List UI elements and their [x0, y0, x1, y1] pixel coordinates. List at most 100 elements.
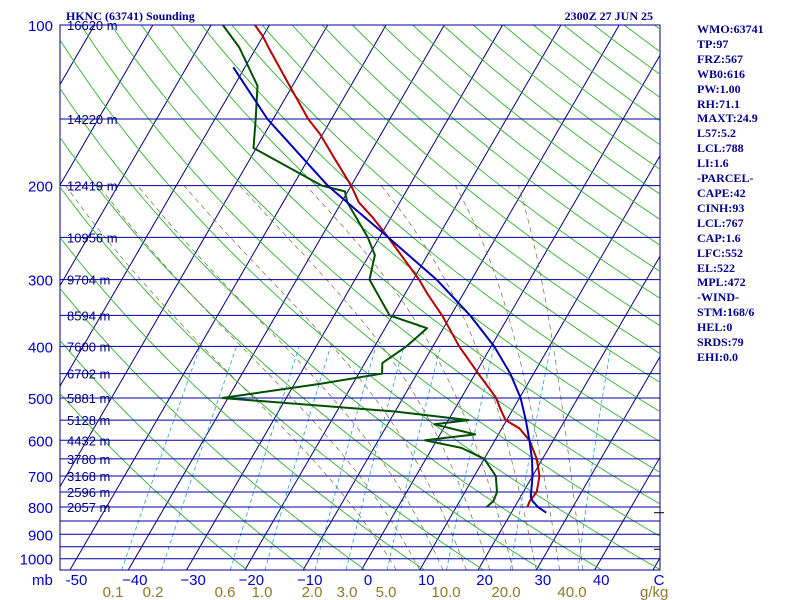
mixing-ratio-tick-label: 20.0 — [491, 584, 520, 600]
dry-adiabat — [110, 25, 660, 505]
pressure-tick-label: 800 — [28, 500, 53, 517]
dry-adiabat — [60, 136, 543, 570]
dry-adiabat — [261, 25, 660, 355]
moist-adiabat — [65, 185, 397, 570]
height-label: 3780 m — [67, 452, 110, 467]
dry-adiabat — [382, 25, 660, 246]
isotherm — [419, 154, 660, 570]
plot-frame — [59, 24, 661, 571]
height-label: 6702 m — [67, 367, 110, 382]
pressure-tick-label: 100 — [28, 18, 53, 35]
moist-adiabat — [305, 185, 514, 570]
dry-adiabat — [171, 25, 660, 443]
temperature-tick-label: −40 — [122, 572, 147, 589]
dry-adiabat — [140, 25, 660, 473]
temperature-tick-label: -50 — [66, 572, 88, 589]
mixing-ratio-tick-label: 0.1 — [103, 584, 124, 600]
valid-time: 2300Z 27 JUN 25 — [564, 9, 653, 23]
dry-adiabat — [291, 25, 660, 327]
height-label: 3168 m — [67, 469, 110, 484]
index-item: MPL:472 — [697, 275, 746, 290]
mixing-ratio-line — [264, 346, 331, 570]
index-item: LI:1.6 — [697, 156, 729, 171]
index-item: LCL:767 — [697, 215, 744, 230]
index-item: EL:522 — [697, 260, 736, 275]
pressure-tick-label: 400 — [28, 339, 53, 356]
temperature-tick-label: 10 — [418, 572, 435, 589]
isotherm — [60, 25, 154, 187]
mixing-ratio-tick-label: 0.6 — [215, 584, 236, 600]
temperature-tick-label: −30 — [180, 572, 205, 589]
index-item: FRZ:567 — [697, 51, 743, 66]
isotherm — [60, 25, 212, 287]
pressure-tick-label: 1000 — [20, 552, 53, 569]
height-label: 9704 m — [67, 273, 110, 288]
index-item: WMO:63741 — [697, 22, 764, 36]
moist-adiabat — [137, 185, 444, 570]
isotherm — [535, 355, 660, 570]
dry-adiabat — [60, 287, 366, 570]
mixing-ratio-line — [577, 346, 612, 570]
dry-adiabat — [352, 25, 660, 273]
dry-adiabat — [60, 236, 425, 570]
index-item: CAP:1.6 — [697, 230, 741, 245]
dry-adiabat — [60, 186, 484, 570]
temperature-tick-label: −10 — [297, 572, 322, 589]
dry-adiabat — [60, 38, 660, 570]
height-label: 10956 m — [67, 230, 118, 245]
isotherm — [361, 54, 660, 570]
mixing-ratio-tick-label: 40.0 — [557, 584, 586, 600]
isotherm — [477, 255, 660, 570]
height-label: 14220 m — [67, 112, 118, 127]
height-label: 8594 m — [67, 308, 110, 323]
isotherm — [302, 25, 620, 570]
height-label: 2057 m — [67, 500, 110, 515]
mixing-ratio-tick-label: 3.0 — [337, 584, 358, 600]
height-label: 7600 m — [67, 339, 110, 354]
temperature-tick-label: 0 — [364, 572, 372, 589]
mixing-ratio-line — [509, 346, 552, 570]
mixing-ratio-unit-label: g/kg — [640, 584, 668, 600]
index-item: L57:5.2 — [697, 126, 736, 141]
index-item: CAPE:42 — [697, 185, 746, 200]
dry-adiabat — [231, 25, 660, 383]
temperature-unit-label: C — [654, 572, 665, 589]
index-item: PW:1.00 — [697, 81, 741, 96]
height-label: 5881 m — [67, 391, 110, 406]
index-item: MAXT:24.9 — [697, 111, 758, 126]
index-item: -WIND- — [697, 290, 739, 305]
index-item: CINH:93 — [697, 200, 745, 215]
height-label: 2596 m — [67, 485, 110, 500]
temperature-tick-label: 30 — [535, 572, 552, 589]
pressure-tick-label: 300 — [28, 273, 53, 290]
mixing-ratio-tick-label: 5.0 — [376, 584, 397, 600]
mixing-ratio-line — [446, 346, 495, 570]
isotherm — [594, 456, 660, 570]
station-title: HKNC (63741) Sounding — [66, 9, 195, 23]
isotherm — [60, 25, 329, 488]
moist-adiabat — [239, 185, 491, 570]
dry-adiabat — [80, 25, 660, 537]
dry-adiabat — [60, 339, 307, 570]
height-label: 5128 m — [67, 413, 110, 428]
index-item: -PARCEL- — [697, 171, 754, 186]
index-item: TP:97 — [697, 36, 729, 51]
temperature-tick-label: −20 — [239, 572, 264, 589]
temperature-tick-label: 20 — [476, 572, 493, 589]
isotherm — [60, 25, 270, 388]
index-item: EHI:0.0 — [697, 349, 739, 364]
index-item: STM:168/6 — [697, 305, 755, 320]
index-item: LFC:552 — [697, 245, 743, 260]
moist-adiabat — [98, 185, 421, 570]
mixing-ratio-tick-label: 2.0 — [302, 584, 323, 600]
mixing-ratio-line — [161, 346, 237, 570]
mixing-ratio-tick-label: 0.2 — [143, 584, 164, 600]
index-item: LCL:788 — [697, 141, 744, 156]
isotherm — [127, 25, 445, 570]
index-item: SRDS:79 — [697, 335, 744, 350]
moist-adiabat — [455, 185, 561, 570]
mixing-ratio-line — [121, 346, 201, 570]
pressure-tick-label: 900 — [28, 527, 53, 544]
pressure-tick-label: 600 — [28, 433, 53, 450]
